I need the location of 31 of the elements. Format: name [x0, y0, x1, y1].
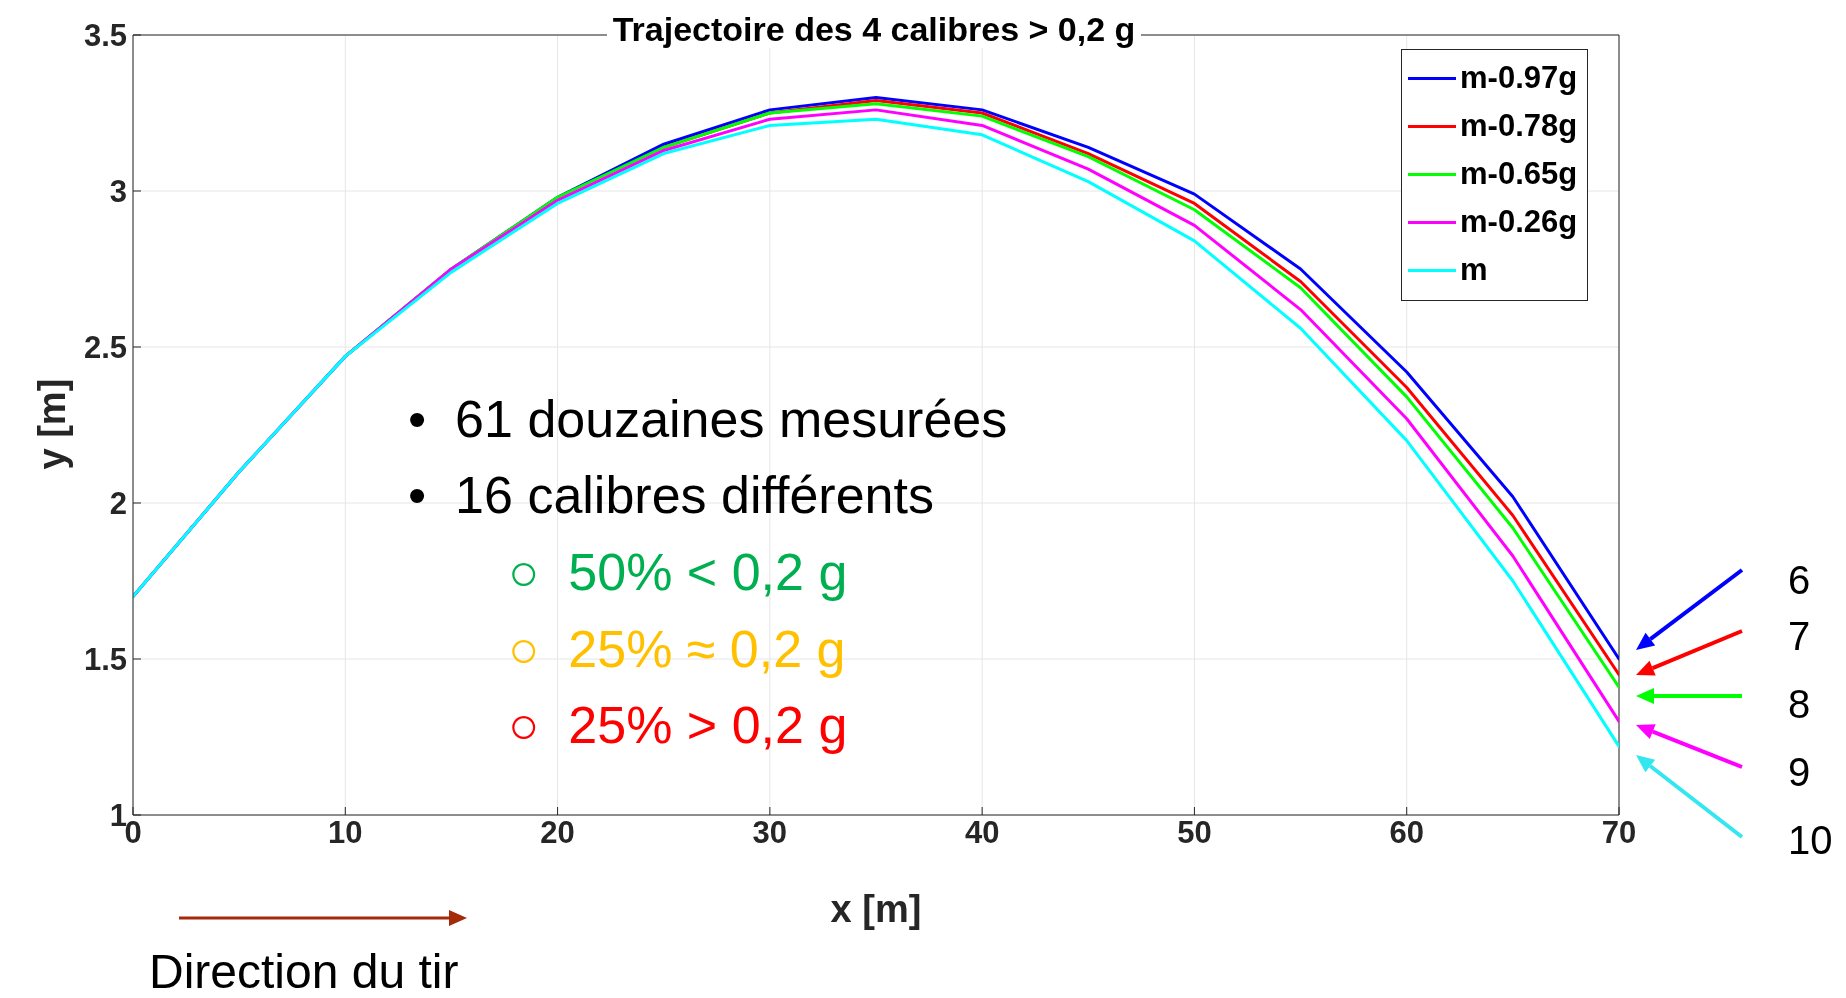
legend-label: m-0.97g	[1460, 60, 1578, 96]
x-tick-label: 70	[1601, 815, 1637, 851]
y-tick-label: 2.5	[83, 330, 127, 366]
text: 7	[1788, 613, 1811, 660]
x-tick-label: 40	[964, 815, 1000, 851]
x-tick-label: 50	[1177, 815, 1212, 851]
x-tick-label: 30	[752, 815, 788, 851]
annotation: • 61 douzaines mesurées	[408, 389, 1008, 450]
annotation: ○ 25% ≈ 0,2 g	[508, 619, 846, 680]
y-tick-label: 1.5	[83, 642, 127, 678]
legend-label: m-0.26g	[1460, 204, 1578, 240]
text: 6	[1788, 557, 1811, 604]
legend-label: m	[1460, 252, 1488, 288]
y-axis-title: y [m]	[30, 378, 74, 470]
chart-title: Trajectoire des 4 calibres > 0,2 g	[606, 10, 1142, 48]
y-tick-label: 3.5	[83, 18, 127, 54]
legend-label: m-0.65g	[1460, 156, 1578, 192]
annotation: ○ 25% > 0,2 g	[508, 695, 848, 756]
x-axis-title: x [m]	[829, 888, 923, 931]
y-tick-label: 3	[109, 174, 127, 210]
x-tick-label: 60	[1389, 815, 1424, 851]
y-tick-label: 2	[109, 486, 127, 522]
x-tick-label: 20	[540, 815, 575, 851]
text: Direction du tir	[149, 944, 459, 998]
text: 9	[1788, 749, 1811, 796]
annotation: • 16 calibres différents	[408, 465, 934, 526]
legend-label: m-0.78g	[1460, 108, 1578, 144]
x-tick-label: 0	[124, 815, 142, 851]
text: 8	[1788, 681, 1811, 728]
x-tick-label: 10	[328, 815, 363, 851]
annotation: ○ 50% < 0,2 g	[508, 542, 848, 603]
